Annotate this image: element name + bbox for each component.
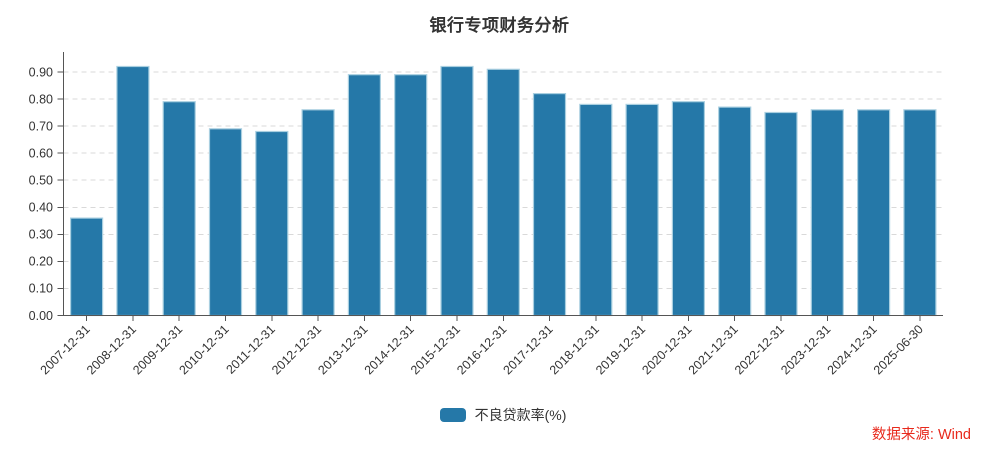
data-source-note: 数据来源: Wind [871,427,971,443]
x-tick-label: 2025-06-30 [871,322,926,377]
bar-2007-12-31 [69,217,104,317]
y-tick-label: 0.30 [29,228,53,242]
bar-2011-12-31 [255,130,289,317]
bar-2022-12-31 [764,111,798,317]
chart-title: 银行专项财务分析 [429,16,570,35]
bar-2021-12-31 [718,106,752,317]
legend-label: 不良贷款率(%) [474,407,567,423]
bar-2013-12-31 [347,74,381,317]
y-tick-label: 0.50 [29,174,53,188]
y-tick-label: 0.60 [29,146,53,160]
legend: 不良贷款率(%) [63,405,943,425]
bar-2010-12-31 [208,128,243,317]
y-tick-label: 0.10 [29,282,53,296]
bar-2009-12-31 [162,101,196,317]
bar-2023-12-31 [810,109,844,317]
y-tick-label: 0.20 [29,255,53,269]
legend-swatch [439,408,466,422]
bar-2008-12-31 [116,65,150,317]
bar-2018-12-31 [579,103,613,317]
y-tick-label: 0.70 [29,119,53,133]
bar-2017-12-31 [532,92,567,317]
bar-2014-12-31 [394,74,428,317]
y-tick-label: 0.90 [29,65,53,79]
bar-2012-12-31 [301,109,335,317]
y-tick-label: 0.00 [29,309,53,323]
x-tick-label: 2010-12-31 [177,322,232,377]
y-tick-label: 0.80 [29,92,53,106]
bar-2024-12-31 [856,109,891,317]
bar-2019-12-31 [625,103,659,317]
bar-2025-06-30 [903,109,937,317]
bar-2015-12-31 [440,65,474,317]
y-tick-label: 0.40 [29,201,53,215]
bar-2016-12-31 [486,68,520,317]
bar-2020-12-31 [671,101,706,317]
